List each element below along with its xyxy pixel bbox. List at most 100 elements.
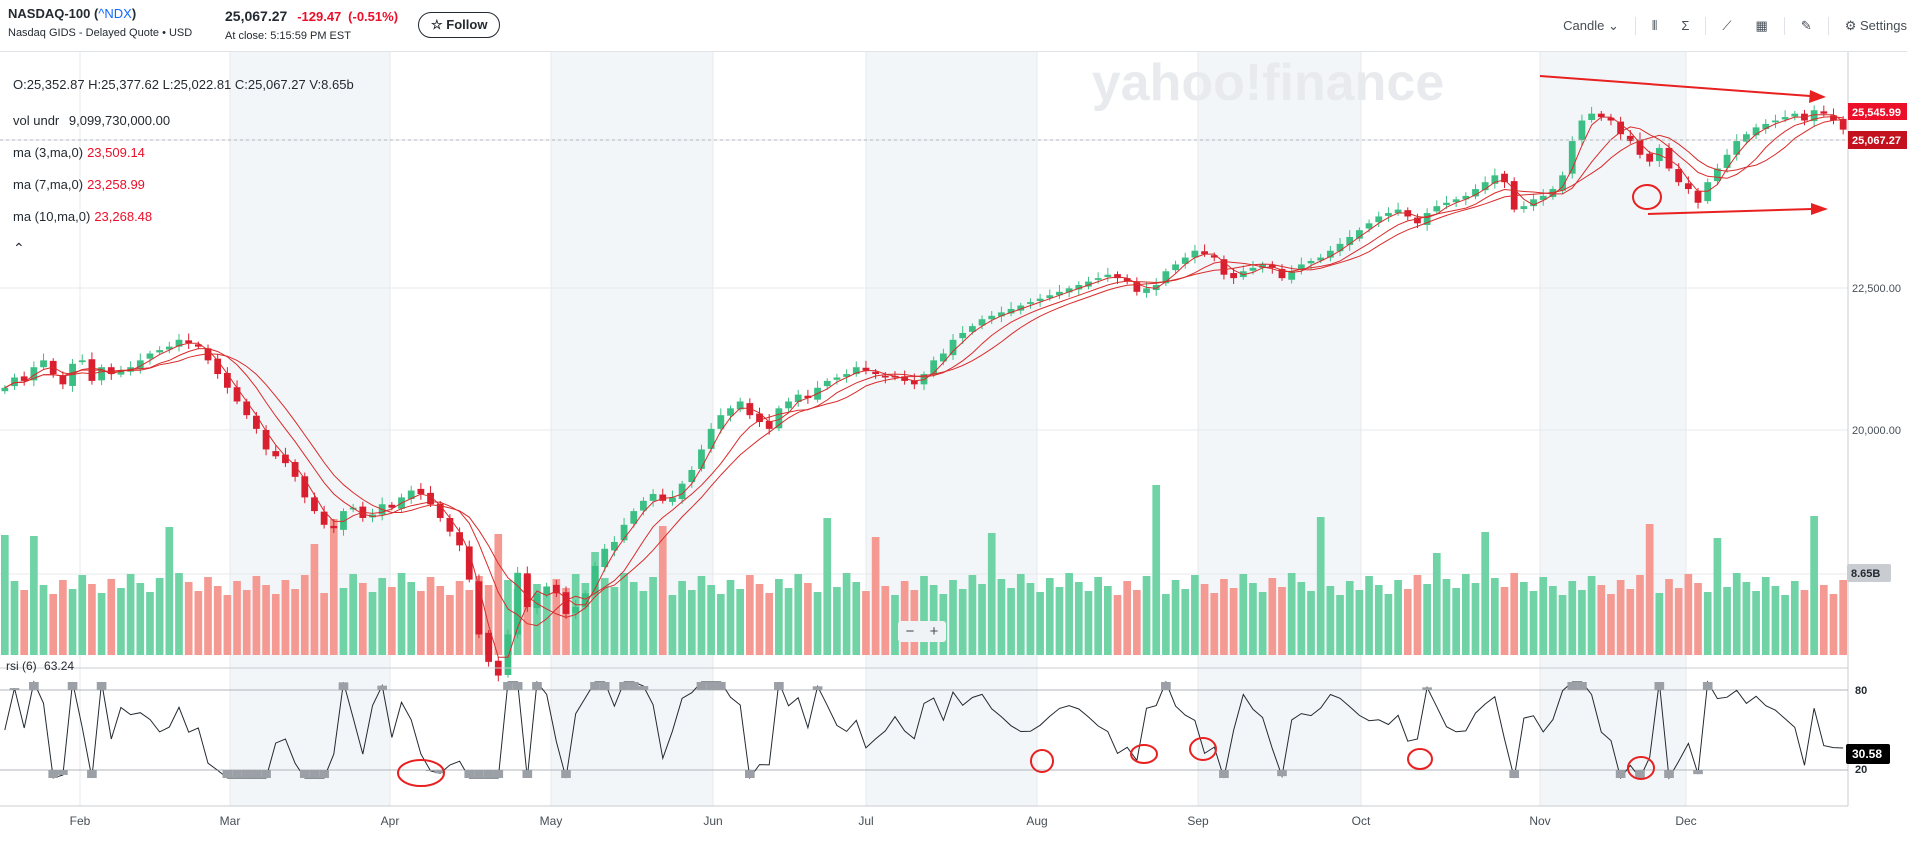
zoom-out-button[interactable]: − — [905, 623, 915, 640]
volume-bar — [1529, 591, 1538, 655]
candle-body — [272, 451, 280, 457]
rsi-tick-label: 80 — [1855, 685, 1867, 697]
calendar-icon[interactable]: ▦ — [1755, 17, 1768, 33]
candle-body — [417, 488, 425, 494]
volume-bar — [1036, 592, 1044, 655]
x-tick-label: Jul — [858, 814, 873, 828]
volume-bar — [1790, 581, 1799, 655]
candle-body — [475, 581, 483, 635]
candle-body — [930, 360, 938, 375]
candle-body — [40, 360, 47, 368]
candle-body — [688, 469, 696, 483]
candle-body — [311, 497, 318, 512]
volume-bar — [30, 536, 38, 655]
volume-bar — [610, 587, 619, 655]
indicators-icon[interactable]: Σ — [1681, 18, 1690, 33]
candle-body — [1568, 141, 1576, 174]
volume-bar — [1461, 574, 1470, 655]
rsi-value-bg — [1846, 744, 1890, 764]
candle-body — [1152, 284, 1160, 291]
volume-bar — [1007, 588, 1015, 655]
candle-body — [1394, 209, 1402, 214]
candle-body — [1501, 173, 1508, 183]
follow-button[interactable]: ☆ Follow — [418, 12, 501, 38]
draw-icon[interactable]: ✎ — [1800, 17, 1812, 33]
volume-bar — [1413, 575, 1422, 655]
rsi-value-label: 30.58 — [1852, 747, 1882, 761]
volume-bar — [1810, 516, 1818, 655]
compare-icon[interactable]: ⫴ — [1651, 17, 1658, 33]
candle-body — [1772, 120, 1779, 123]
candle-body — [1723, 154, 1731, 168]
candle-body — [640, 500, 647, 511]
trend-icon[interactable]: ⟋ — [1722, 17, 1732, 33]
candle-body — [1191, 250, 1199, 258]
volume-bar — [504, 580, 512, 655]
volume-bar — [252, 576, 261, 655]
volume-bar — [39, 585, 48, 655]
volume-bar — [746, 575, 754, 655]
candle-body — [1597, 113, 1605, 118]
volume-bar — [1481, 532, 1490, 655]
volume-bar — [668, 595, 677, 655]
volume-bar — [1074, 582, 1083, 655]
price-tick-label: 20,000.00 — [1852, 425, 1901, 437]
candle-body — [872, 371, 880, 375]
quote-header: NASDAQ-100 (^NDX) Nasdaq GIDS - Delayed … — [0, 0, 1907, 52]
divider — [1634, 16, 1636, 35]
ma10-legend[interactable]: ma (10,ma,0) 23,268.48 — [13, 209, 153, 224]
settings-button[interactable]: ⚙ Settings — [1844, 17, 1907, 33]
volume-bar — [1761, 577, 1770, 655]
candle-body — [765, 420, 773, 429]
zoom-in-button[interactable]: + — [929, 623, 939, 640]
volume-bar — [997, 579, 1006, 655]
volume-bar — [397, 573, 406, 655]
annotation-lower-arrow — [1811, 203, 1828, 215]
volume-bar — [1723, 587, 1731, 655]
volume-bar — [494, 534, 503, 655]
volume-bar — [1113, 595, 1122, 655]
candle-body — [727, 408, 734, 416]
candle-body — [282, 454, 289, 464]
price-block: 25,067.27 -129.47 (-0.51%) — [225, 8, 398, 24]
volume-bar — [1442, 579, 1451, 655]
volume-bar — [1365, 576, 1373, 655]
candle-body — [746, 403, 754, 416]
candle-body — [591, 565, 599, 594]
volume-bar — [300, 575, 309, 655]
ticker-link[interactable]: ^NDX — [98, 6, 132, 21]
volume-bar — [1829, 594, 1838, 655]
rsi-oversold-circle — [1030, 749, 1054, 773]
volume-bar — [562, 588, 570, 655]
ohlc-legend: O:25,352.87 H:25,377.62 L:25,022.81 C:25… — [13, 77, 354, 92]
candle-body — [1094, 278, 1102, 280]
candle-body — [1375, 216, 1383, 223]
volume-bar — [533, 584, 541, 655]
candle-body — [1046, 295, 1054, 299]
high-price-label: 25,545.99 — [1852, 107, 1901, 119]
volume-bar — [1732, 573, 1741, 655]
annotation-lower-trendline — [1647, 208, 1813, 215]
divider — [1783, 16, 1785, 35]
annotation-upper-trendline — [1539, 75, 1811, 97]
volume-bar — [329, 519, 338, 655]
candle-body — [11, 377, 18, 387]
candle-body — [949, 339, 957, 356]
volume-bar — [1839, 580, 1847, 655]
candle-body — [611, 541, 618, 551]
candle-body — [233, 387, 241, 402]
candle-body — [1443, 202, 1450, 206]
volume-bar — [339, 588, 348, 655]
candle-body — [717, 415, 725, 429]
ma3-legend[interactable]: ma (3,ma,0) 23,509.14 — [13, 145, 145, 160]
volume-bar — [1558, 595, 1567, 655]
ma7-legend[interactable]: ma (7,ma,0) 23,258.99 — [13, 177, 145, 192]
volume-bar — [1403, 589, 1412, 655]
candle-body — [959, 332, 967, 339]
chart-type-select[interactable]: Candle ⌄ — [1563, 17, 1619, 33]
volume-bar — [1336, 595, 1344, 655]
collapse-legend-icon[interactable]: ⌃ — [13, 240, 25, 256]
volume-bar — [1297, 582, 1306, 655]
candle-body — [194, 344, 202, 347]
